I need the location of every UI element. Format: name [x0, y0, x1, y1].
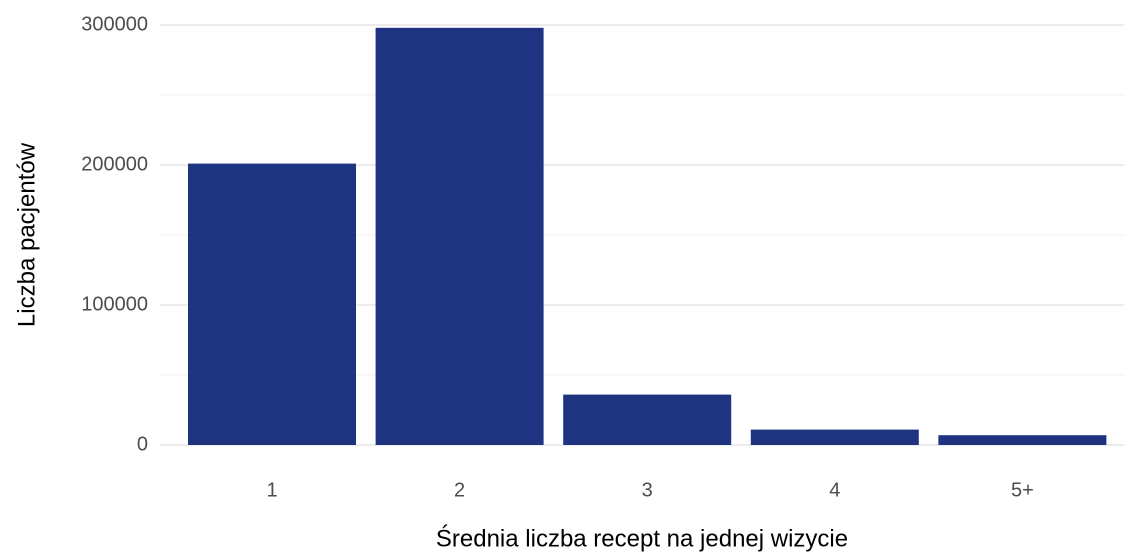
bar: [375, 27, 544, 446]
bar: [563, 394, 732, 445]
x-tick-label: 1: [266, 479, 277, 501]
y-axis-title: Liczba pacjentów: [13, 142, 40, 327]
y-tick-label: 300000: [81, 13, 148, 35]
x-axis-title: Średnia liczba recept na jednej wizycie: [436, 524, 848, 552]
x-tick-label: 3: [642, 479, 653, 501]
y-tick-label: 200000: [81, 153, 148, 175]
bar: [750, 429, 919, 445]
y-tick-label: 0: [137, 433, 148, 455]
x-tick-label: 5+: [1011, 479, 1034, 501]
bar: [938, 435, 1107, 445]
x-tick-label: 4: [829, 479, 840, 501]
y-tick-label: 100000: [81, 293, 148, 315]
x-tick-label: 2: [454, 479, 465, 501]
bar: [188, 163, 356, 445]
